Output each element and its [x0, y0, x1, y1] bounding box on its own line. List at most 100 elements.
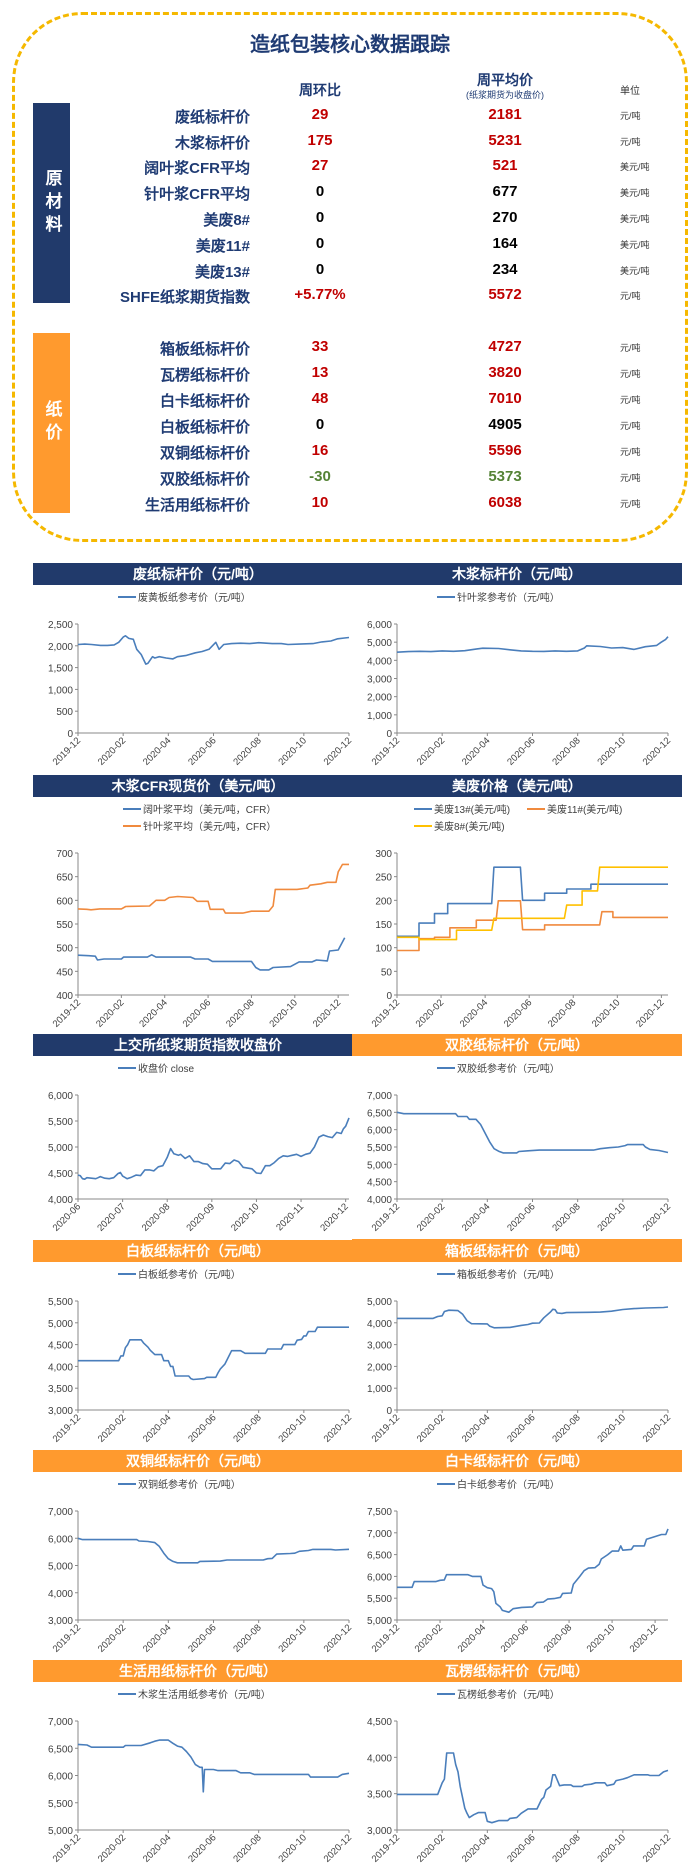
row-name: 瓦楞纸标杆价 [159, 367, 250, 384]
x-tick-label: 2019-12 [51, 1832, 83, 1864]
y-tick-label: 500 [56, 707, 73, 718]
legend-label: 瓦楞纸参考价（元/吨） [457, 1688, 560, 1701]
x-tick-label: 2020-04 [460, 1412, 492, 1444]
legend-item: 美废11#(美元/吨) [527, 803, 622, 816]
chart-title: 上交所纸浆期货指数收盘价 [33, 1034, 363, 1056]
row-name: 白板纸标杆价 [159, 419, 250, 436]
x-tick-label: 2020-04 [456, 1622, 488, 1654]
x-tick-label: 2020-04 [460, 1832, 492, 1864]
y-tick-label: 4,000 [48, 1589, 73, 1600]
x-tick-label: 2020-02 [94, 997, 126, 1029]
x-tick-label: 2020-08 [231, 735, 263, 767]
row-name: 双铜纸标杆价 [159, 445, 250, 462]
row-change: 10 [311, 494, 329, 511]
row-avg-price: 4727 [488, 338, 522, 355]
y-tick-label: 450 [56, 967, 73, 978]
y-tick-label: 500 [56, 944, 73, 955]
row-unit: 元/吨 [620, 369, 641, 379]
y-tick-label: 5,000 [48, 1826, 73, 1837]
row-avg-price: 677 [492, 183, 518, 200]
row-change: -30 [309, 468, 331, 485]
table-row: 瓦楞纸标杆价 13 3820 元/吨 [0, 364, 700, 388]
row-avg-price: 5596 [488, 442, 522, 459]
row-name: 美废11# [195, 238, 250, 255]
row-avg-price: 164 [492, 235, 518, 252]
col-header-change: 周环比 [299, 82, 341, 98]
chart-woodpulp: 木浆标杆价（元/吨） 针叶浆参考价（元/吨） 0 1,000 2,000 3,000 4,0… [352, 563, 682, 775]
row-unit: 元/吨 [620, 291, 641, 301]
legend-item: 白板纸参考价（元/吨） [118, 1268, 241, 1281]
legend-item: 箱板纸参考价（元/吨） [437, 1268, 560, 1281]
row-avg-price: 6038 [488, 494, 522, 511]
y-tick-label: 1,000 [367, 1384, 392, 1395]
y-tick-label: 4,000 [48, 1362, 73, 1373]
chart-pulp_cfr: 木浆CFR现货价（美元/吨） 阔叶浆平均（美元/吨，CFR） 针叶浆平均（美元/吨，… [33, 775, 363, 1037]
y-tick-label: 2,000 [367, 1362, 392, 1373]
chart-plot: 白板纸参考价（元/吨） 3,000 3,500 4,000 4,500 5,000 5,50… [48, 1268, 354, 1445]
chart-plot: 针叶浆参考价（元/吨） 0 1,000 2,000 3,000 4,000 5,000 6,0… [367, 591, 673, 768]
row-avg-price: 2181 [488, 106, 522, 123]
row-avg-price: 7010 [488, 390, 522, 407]
x-tick-label: 2019-12 [370, 997, 402, 1029]
section-label-text: 纸价 [42, 400, 62, 446]
x-tick-label: 2020-09 [185, 1201, 217, 1233]
x-tick-label: 2019-12 [370, 1832, 402, 1864]
legend-item: 双铜纸参考价（元/吨） [118, 1478, 241, 1491]
series-line [397, 1528, 669, 1613]
chart-plot: 双铜纸参考价（元/吨） 3,000 4,000 5,000 6,000 7,000 2019… [48, 1478, 354, 1655]
col-header-unit: 单位 [620, 86, 640, 97]
y-tick-label: 5,000 [48, 1143, 73, 1154]
y-tick-label: 6,500 [48, 1744, 73, 1755]
chart-corrugated: 瓦楞纸标杆价（元/吨） 瓦楞纸参考价（元/吨） 3,000 3,500 4,000 4,5… [352, 1660, 682, 1872]
row-unit: 元/吨 [620, 395, 641, 405]
table-row: 箱板纸标杆价 33 4727 元/吨 [0, 338, 700, 362]
row-name: 阔叶浆CFR平均 [144, 160, 250, 177]
x-tick-label: 2019-12 [370, 1201, 402, 1233]
row-avg-price: 521 [492, 157, 518, 174]
y-tick-label: 300 [375, 849, 392, 860]
row-name: 木浆标杆价 [174, 135, 250, 152]
chart-ivoryboard: 白卡纸标杆价（元/吨） 白卡纸参考价（元/吨） 5,000 5,500 6,000 6,5… [352, 1450, 682, 1662]
legend-item: 双胶纸参考价（元/吨） [437, 1062, 560, 1075]
legend-label: 箱板纸参考价（元/吨） [457, 1268, 560, 1281]
series-line [77, 1739, 350, 1793]
y-tick-label: 3,000 [367, 1341, 392, 1352]
row-change: 175 [307, 132, 333, 149]
y-tick-label: 7,000 [48, 1717, 73, 1728]
x-tick-label: 2020-12 [641, 1412, 673, 1444]
x-tick-label: 2019-12 [370, 1622, 402, 1654]
y-tick-label: 250 [375, 873, 392, 884]
y-tick-label: 4,000 [367, 1195, 392, 1206]
y-tick-label: 5,000 [48, 1319, 73, 1330]
x-tick-label: 2020-10 [267, 997, 299, 1029]
x-tick-label: 2020-08 [550, 1201, 582, 1233]
chart-plot: 双胶纸参考价（元/吨） 4,000 4,500 5,000 5,500 6,000 6,50… [367, 1062, 673, 1234]
x-tick-label: 2020-08 [550, 735, 582, 767]
row-change: 33 [311, 338, 329, 355]
series-line [77, 1537, 350, 1564]
y-tick-label: 5,000 [367, 1616, 392, 1627]
x-tick-label: 2019-12 [51, 1412, 83, 1444]
x-tick-label: 2020-06 [186, 1622, 218, 1654]
table-row: 阔叶浆CFR平均 27 521 美元/吨 [0, 157, 700, 181]
x-tick-label: 2020-08 [224, 997, 256, 1029]
x-tick-label: 2020-02 [415, 735, 447, 767]
legend-item: 瓦楞纸参考价（元/吨） [437, 1688, 560, 1701]
x-tick-label: 2020-06 [186, 1412, 218, 1444]
x-tick-label: 2020-12 [318, 1201, 350, 1233]
series-line [77, 863, 349, 914]
x-tick-label: 2020-04 [141, 1412, 173, 1444]
y-tick-label: 4,000 [367, 656, 392, 667]
y-tick-label: 6,000 [367, 1572, 392, 1583]
y-tick-label: 6,000 [367, 1126, 392, 1137]
x-tick-label: 2020-10 [596, 1412, 628, 1444]
x-tick-label: 2020-12 [322, 1412, 354, 1444]
table-row: 木浆标杆价 175 5231 元/吨 [0, 132, 700, 156]
chart-plot: 收盘价 close 4,000 4,500 5,000 5,500 6,000 2020-0… [48, 1062, 351, 1234]
x-tick-label: 2019-12 [51, 735, 83, 767]
x-tick-label: 2020-12 [628, 1622, 660, 1654]
y-tick-label: 4,000 [48, 1195, 73, 1206]
legend-item: 木浆生活用纸参考价（元/吨） [118, 1688, 271, 1701]
legend-label: 美废13#(美元/吨) [434, 803, 510, 816]
row-avg-price: 234 [492, 261, 518, 278]
